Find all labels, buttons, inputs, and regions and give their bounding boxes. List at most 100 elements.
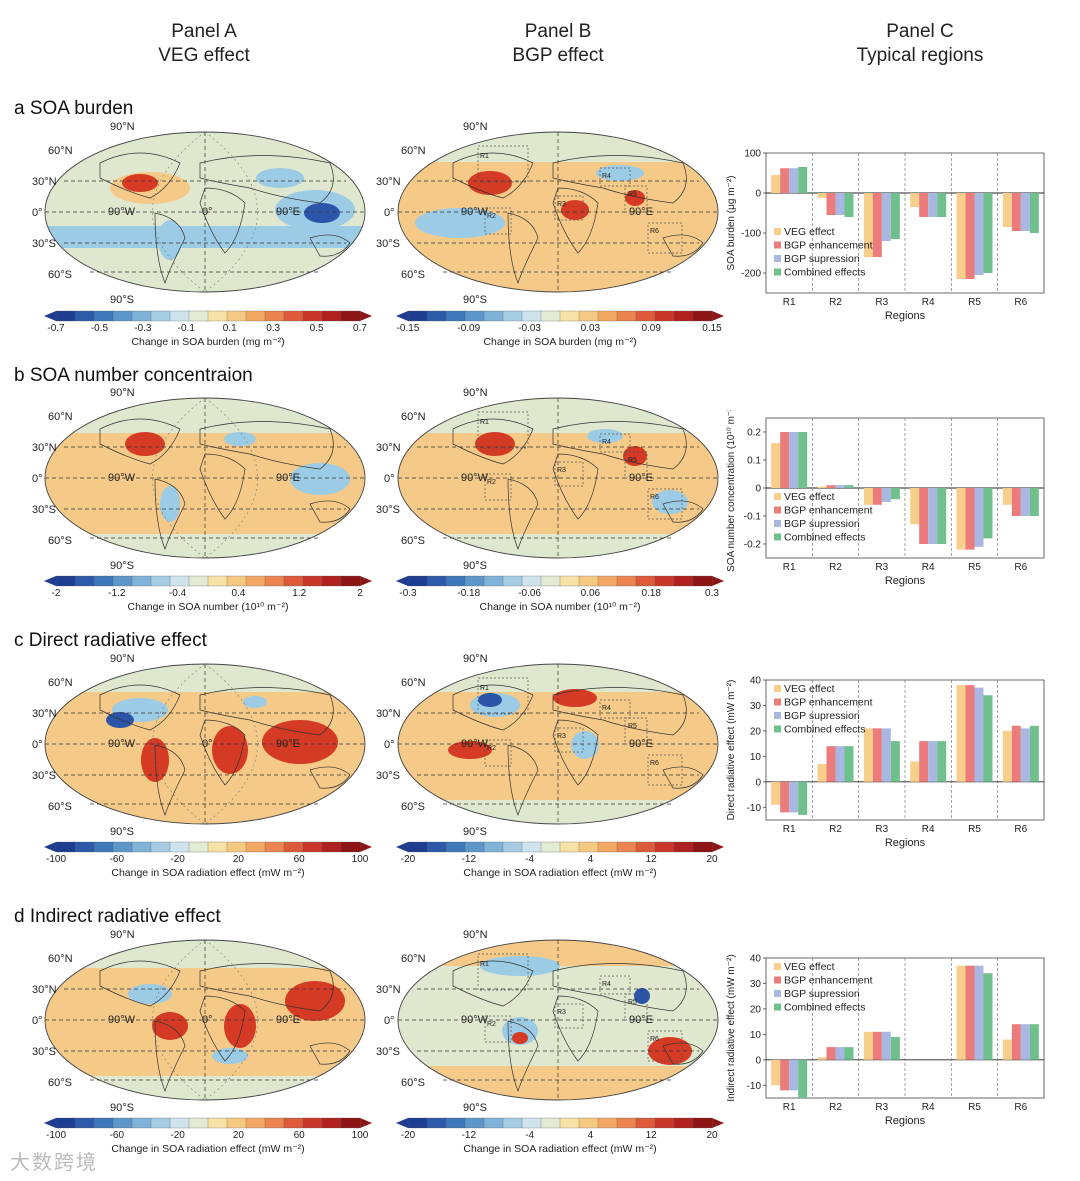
map-d-bgp-indirect-radiative: 90°N 60°N 30°N 0° 30°S 60°S 90°S 90°W 90… [376,929,719,1114]
colorbar-swatch [302,1117,323,1129]
lon-label-90w: 90°W [108,1014,136,1026]
x-tick-label: R1 [783,297,796,308]
colorbar-tick-label: 4 [588,1130,594,1141]
y-tick-label: 0 [755,777,761,788]
colorbar-tick-label: -0.15 [397,323,420,334]
x-tick-label: R5 [968,297,981,308]
panel-b-title: Panel B [524,21,592,42]
panel-c-header: Panel C Typical regions [810,20,1030,68]
colorbar-tick-label: 0.15 [702,323,722,334]
lat-label-90n: 90°N [463,121,488,133]
colorbar-swatch [321,841,342,853]
colorbar-swatch [578,310,599,322]
colorbar-tick-label: -4 [525,1130,534,1141]
colorbar-swatch [521,1117,542,1129]
colorbar-swatch [521,575,542,587]
colorbar-tick-label: -0.3 [399,588,417,599]
lat-label-90s: 90°S [110,826,134,838]
colorbar-tick-label: -20 [401,854,416,865]
colorbar-swatch [207,841,228,853]
bar-chart-soa-number: 0.2 0.1 0 -0.1 -0.2 R1 R2 R3 R4 R5 R6 Regions SOA nu… [726,410,1045,587]
colorbar-swatch [340,310,361,322]
colorbar-swatch [540,1117,561,1129]
colorbar-swatch [692,310,713,322]
bar [983,488,993,539]
colorbar-swatch [302,575,323,587]
bar [910,761,920,782]
bar [1002,1039,1012,1060]
y-tick-label: 30 [750,701,762,712]
colorbar-swatch [150,1117,171,1129]
bar [826,1047,836,1060]
bar [937,193,947,217]
colorbar-swatch [283,310,304,322]
region-label-r2: R2 [487,479,496,486]
bar [771,175,781,193]
bar [1029,193,1039,233]
bar [863,193,873,257]
region-label-r2: R2 [487,213,496,220]
colorbar-d-veg: -100 -60 -20 20 60 100 Change in SOA radiation… [44,1117,372,1155]
legend-label: BGP supression [784,710,860,722]
lon-label-90w: 90°W [461,206,489,218]
lat-label-60s: 60°S [48,801,72,813]
bar [863,488,873,505]
colorbar-swatch [55,310,76,322]
lon-label-90e: 90°E [276,206,300,218]
legend-swatch [774,268,781,276]
bar [844,746,854,782]
bar [956,193,966,279]
colorbar-tick-label: 0.06 [581,588,601,599]
colorbar-tick-label: -0.06 [518,588,541,599]
bar [983,973,993,1060]
region-label-r2: R2 [487,1021,496,1028]
legend-label: BGP supression [784,253,860,265]
colorbar-left-arrow [396,842,408,852]
lat-label-60n: 60°N [401,145,426,157]
colorbar-swatch [483,310,504,322]
bar [771,443,781,488]
colorbar-swatch [407,841,428,853]
region-label-r4: R4 [602,439,611,446]
colorbar-tick-label: 0.18 [641,588,661,599]
y-axis-label: SOA number concentration (10¹⁰ m⁻²) [726,410,737,572]
colorbar-swatch [502,1117,523,1129]
region-label-r3: R3 [557,1009,566,1016]
lat-label-30s: 30°S [376,1046,400,1058]
colorbar-tick-label: 60 [294,1130,306,1141]
colorbar-swatch [578,575,599,587]
map-d-veg-indirect-radiative: 90°N 60°N 30°N 0° 30°S 60°S 90°S 90°W 0°… [32,929,366,1114]
bar [890,193,900,239]
colorbar-swatch [188,575,209,587]
lat-label-30n: 30°N [32,176,57,188]
colorbar-swatch [464,575,485,587]
bar [835,746,845,782]
colorbar-title: Change in SOA radiation effect (mW m⁻²) [111,1143,304,1155]
colorbar-swatch [188,1117,209,1129]
x-tick-label: R3 [875,824,888,835]
region-label-r2: R2 [487,745,496,752]
legend-swatch [774,990,781,997]
bar [974,193,984,275]
bar [910,488,920,525]
colorbar-tick-label: 0.4 [231,588,245,599]
lat-label-90n: 90°N [463,653,488,665]
legend-swatch [774,506,781,514]
y-axis-label: Direct radiative effect (mW m⁻²) [726,680,737,821]
bar [789,168,799,193]
colorbar-swatch [150,310,171,322]
legend-label: VEG effect [784,961,835,973]
lat-label-90n: 90°N [110,387,135,399]
y-tick-label: 30 [750,979,762,990]
colorbar-swatch [635,841,656,853]
lat-label-30n: 30°N [376,708,401,720]
x-tick-label: R6 [1014,824,1027,835]
colorbar-swatch [464,1117,485,1129]
colorbar-left-arrow [44,311,56,321]
lat-label-30n: 30°N [32,708,57,720]
region-label-r5: R5 [628,999,637,1006]
colorbar-tick-label: -0.3 [134,323,152,334]
colorbar-tick-label: 0.3 [266,323,280,334]
bar-chart-soa-burden: 100 0 -100 -200 R1 R2 R3 R4 R5 R6 Regions SOA burde… [726,149,1045,322]
bar [1011,725,1021,782]
